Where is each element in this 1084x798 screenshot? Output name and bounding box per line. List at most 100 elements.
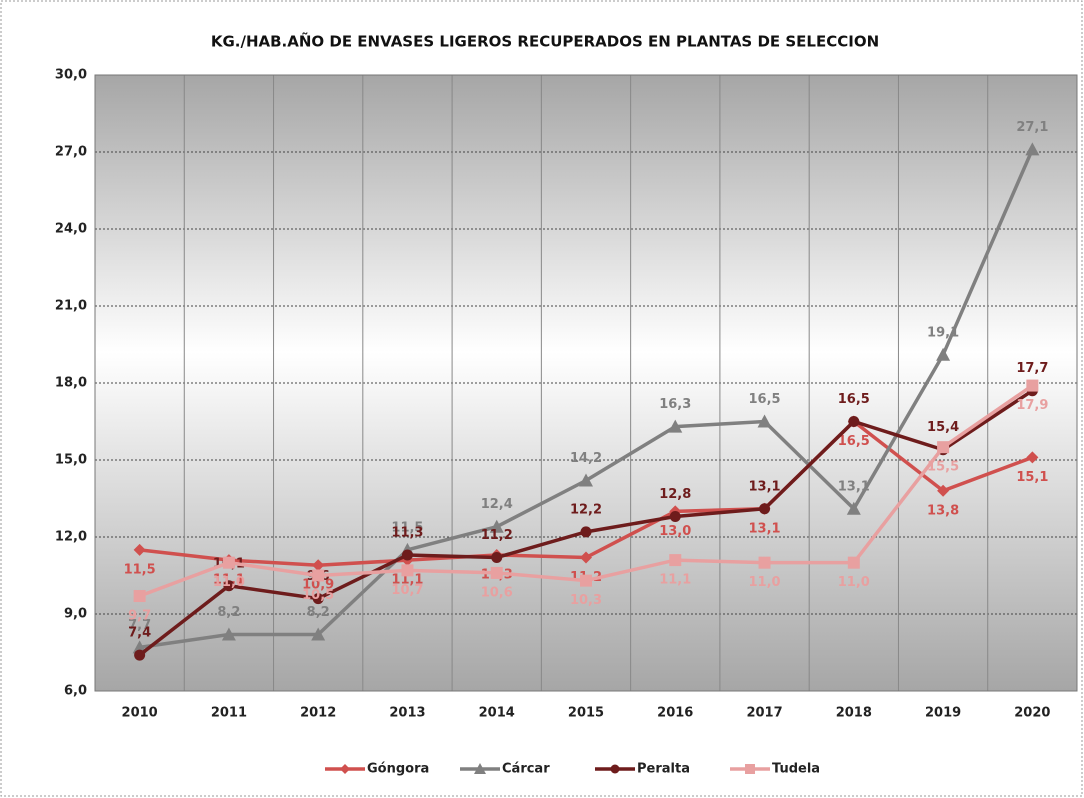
y-tick-label: 12,0: [55, 530, 87, 545]
marker: [757, 414, 772, 428]
marker: [133, 543, 146, 556]
marker: [847, 556, 860, 569]
y-tick-label: 9,0: [64, 607, 87, 622]
data-label: 10,3: [570, 593, 602, 608]
plot-frame: [94, 74, 1078, 692]
x-tick-label: 2016: [657, 706, 693, 721]
marker: [221, 627, 236, 641]
data-label: 11,5: [391, 520, 423, 535]
y-tick-label: 21,0: [55, 299, 87, 314]
marker: [311, 627, 326, 641]
data-label: 17,7: [1016, 361, 1048, 376]
data-label: 13,1: [838, 479, 870, 494]
data-label: 11,0: [838, 575, 870, 590]
data-label: 19,1: [927, 325, 959, 340]
marker: [312, 569, 325, 582]
legend-label: Tudela: [772, 762, 820, 777]
data-label: 17,9: [1016, 398, 1048, 413]
data-label: 11,3: [391, 525, 423, 540]
marker: [759, 503, 771, 515]
x-tick-label: 2014: [479, 706, 515, 721]
marker: [222, 556, 235, 569]
data-label: 14,2: [570, 451, 602, 466]
chart-title: KG./HAB.AÑO DE ENVASES LIGEROS RECUPERAD…: [211, 32, 879, 51]
data-label: 13,0: [659, 524, 691, 539]
marker: [580, 526, 592, 538]
data-label: 10,9: [302, 578, 334, 593]
data-label: 13,1: [749, 521, 781, 536]
data-label: 13,8: [927, 503, 959, 518]
marker: [580, 574, 592, 587]
data-label: 16,3: [659, 397, 691, 412]
marker: [1025, 142, 1040, 156]
marker: [610, 764, 620, 774]
marker: [846, 501, 861, 515]
data-label: 7,7: [128, 618, 151, 633]
marker: [312, 559, 325, 572]
data-label: 8,2: [307, 605, 330, 620]
marker: [1026, 379, 1039, 392]
marker: [401, 549, 413, 561]
x-tick-label: 2019: [925, 706, 961, 721]
data-label: 16,5: [749, 392, 781, 407]
x-tick-label: 2013: [389, 706, 425, 721]
data-label: 11,0: [749, 575, 781, 590]
y-tick-label: 30,0: [55, 68, 87, 83]
marker: [134, 649, 146, 661]
marker: [579, 473, 593, 487]
y-tick-label: 24,0: [55, 222, 87, 237]
marker: [937, 441, 950, 454]
data-label: 10,6: [481, 585, 513, 600]
data-label: 15,4: [927, 420, 959, 435]
marker: [580, 551, 592, 564]
x-tick-label: 2017: [746, 706, 782, 721]
marker: [669, 554, 682, 567]
x-tick-label: 2015: [568, 706, 604, 721]
data-label: 9,7: [128, 609, 151, 624]
data-label: 12,4: [481, 497, 513, 512]
marker: [936, 347, 951, 361]
data-label: 11,2: [481, 528, 513, 543]
data-label: 11,5: [124, 562, 156, 577]
marker: [669, 510, 681, 522]
marker: [491, 552, 503, 564]
marker: [758, 556, 771, 569]
marker: [668, 419, 683, 433]
data-label: 11,0: [213, 575, 245, 590]
data-label: 10,5: [302, 588, 334, 603]
x-tick-label: 2018: [836, 706, 872, 721]
x-tick-label: 2010: [122, 706, 158, 721]
data-label: 12,8: [659, 487, 691, 502]
x-tick-label: 2012: [300, 706, 336, 721]
marker: [745, 764, 755, 774]
data-label: 11,1: [391, 573, 423, 588]
data-label: 15,5: [927, 460, 959, 475]
marker: [132, 640, 147, 654]
y-tick-label: 27,0: [55, 145, 87, 160]
marker: [312, 593, 324, 605]
x-tick-label: 2020: [1014, 706, 1050, 721]
data-label: 7,4: [128, 626, 151, 641]
marker: [937, 484, 950, 497]
marker: [490, 566, 503, 579]
marker: [401, 564, 414, 577]
marker: [223, 580, 235, 592]
data-label: 16,5: [838, 392, 870, 407]
data-label: 13,1: [749, 479, 781, 494]
data-label: 8,2: [217, 605, 240, 620]
data-label: 11,1: [213, 573, 245, 588]
marker: [133, 590, 146, 603]
data-label: 11,1: [659, 573, 691, 588]
y-tick-label: 6,0: [64, 684, 87, 699]
data-label: 12,2: [570, 502, 602, 517]
data-label: 27,1: [1016, 120, 1048, 135]
marker: [489, 519, 504, 533]
y-tick-label: 18,0: [55, 376, 87, 391]
marker: [474, 763, 486, 774]
marker: [340, 764, 350, 774]
marker: [1026, 451, 1039, 464]
legend-label: Cárcar: [502, 762, 550, 777]
legend-label: Góngora: [367, 762, 429, 777]
